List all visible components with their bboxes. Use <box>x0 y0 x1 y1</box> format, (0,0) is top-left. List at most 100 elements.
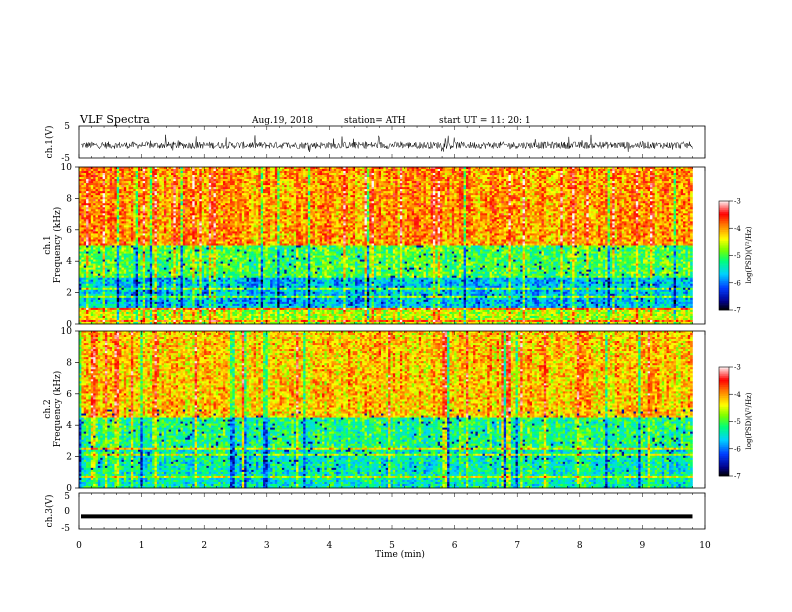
spectrogram-cell <box>393 179 396 181</box>
spectrogram-cell <box>527 175 530 177</box>
spectrogram-cell <box>197 175 200 177</box>
spectrogram-cell <box>516 177 519 179</box>
spectrogram-cell <box>136 183 139 185</box>
spectrogram-cell <box>598 179 601 181</box>
spectrogram-cell <box>114 189 117 191</box>
spectrogram-cell <box>506 181 509 183</box>
spectrogram-cell <box>284 175 287 177</box>
spectrogram-cell <box>331 179 334 181</box>
spectrogram-cell <box>334 183 337 185</box>
spectrogram-cell <box>440 187 443 189</box>
spectrogram-cell <box>662 189 665 191</box>
spectrogram-cell <box>494 179 497 181</box>
spectrogram-cell <box>513 171 516 173</box>
spectrogram-cell <box>284 185 287 187</box>
spectrogram-cell <box>268 191 271 193</box>
spectrogram-cell <box>277 189 280 191</box>
spectrogram-cell <box>612 191 615 193</box>
spectrogram-cell <box>152 177 155 179</box>
spectrogram-cell <box>244 173 247 175</box>
spectrogram-cell <box>322 193 325 195</box>
spectrogram-cell <box>178 187 181 189</box>
spectrogram-cell <box>492 173 495 175</box>
spectrogram-cell <box>322 177 325 179</box>
spectrogram-cell <box>263 191 266 193</box>
spectrogram-cell <box>497 189 500 191</box>
spectrogram-cell <box>112 185 115 187</box>
spectrogram-cell <box>683 181 686 183</box>
spectrogram-cell <box>438 185 441 187</box>
spectrogram-cell <box>586 179 589 181</box>
spectrogram-cell <box>81 185 84 187</box>
spectrogram-cell <box>369 169 372 171</box>
spectrogram-cell <box>173 175 176 177</box>
spectrogram-cell <box>367 187 370 189</box>
spectrogram-cell <box>563 175 566 177</box>
spectrogram-cell <box>376 173 379 175</box>
spectrogram-cell <box>471 169 474 171</box>
spectrogram-cell <box>105 189 108 191</box>
spectrogram-cell <box>473 179 476 181</box>
spectrogram-cell <box>645 175 648 177</box>
spectrogram-cell <box>683 171 686 173</box>
spectrogram-cell <box>230 193 233 195</box>
spectrogram-cell <box>81 187 84 189</box>
spectrogram-cell <box>558 175 561 177</box>
spectrogram-cell <box>393 185 396 187</box>
spectrogram-cell <box>690 179 693 181</box>
spectrogram-cell <box>178 193 181 195</box>
spectrogram-cell <box>331 171 334 173</box>
spectrogram-cell <box>164 171 167 173</box>
spectrogram-cell <box>655 173 658 175</box>
spectrogram-cell <box>81 179 84 181</box>
spectrogram-cell <box>331 191 334 193</box>
spectrogram-cell <box>412 191 415 193</box>
spectrogram-cell <box>513 181 516 183</box>
spectrogram-cell <box>261 179 264 181</box>
spectrogram-cell <box>329 189 332 191</box>
spectrogram-cell <box>360 169 363 171</box>
spectrogram-cell <box>579 189 582 191</box>
spectrogram-cell <box>336 193 339 195</box>
spectrogram-cell <box>398 183 401 185</box>
spectrogram-cell <box>249 173 252 175</box>
spectrogram-cell <box>324 177 327 179</box>
spectrogram-cell <box>664 169 667 171</box>
spectrogram-cell <box>369 171 372 173</box>
spectrogram-cell <box>400 193 403 195</box>
spectrogram-cell <box>138 177 141 179</box>
spectrogram-cell <box>565 171 568 173</box>
spectrogram-cell <box>298 169 301 171</box>
spectrogram-cell <box>662 173 665 175</box>
spectrogram-cell <box>216 175 219 177</box>
spectrogram-cell <box>268 181 271 183</box>
spectrogram-cell <box>652 179 655 181</box>
spectrogram-cell <box>365 169 368 171</box>
spectrogram-cell <box>506 187 509 189</box>
spectrogram-cell <box>381 179 384 181</box>
spectrogram-cell <box>657 173 660 175</box>
spectrogram-cell <box>190 183 193 185</box>
spectrogram-cell <box>329 185 332 187</box>
spectrogram-cell <box>567 187 570 189</box>
spectrogram-cell <box>206 187 209 189</box>
spectrogram-cell <box>374 183 377 185</box>
spectrogram-cell <box>178 191 181 193</box>
spectrogram-cell <box>504 175 507 177</box>
spectrogram-cell <box>155 171 158 173</box>
spectrogram-cell <box>480 173 483 175</box>
spectrogram-cell <box>124 193 127 195</box>
spectrogram-cell <box>84 191 87 193</box>
spectrogram-cell <box>504 185 507 187</box>
spectrogram-cell <box>81 169 84 171</box>
spectrogram-cell <box>591 173 594 175</box>
spectrogram-cell <box>322 175 325 177</box>
spectrogram-cell <box>386 171 389 173</box>
spectrogram-cell <box>86 171 89 173</box>
spectrogram-cell <box>525 181 528 183</box>
spectrogram-cell <box>105 193 108 195</box>
spectrogram-cell <box>235 181 238 183</box>
spectrogram-cell <box>582 191 585 193</box>
spectrogram-cell <box>546 191 549 193</box>
spectrogram-cell <box>499 189 502 191</box>
